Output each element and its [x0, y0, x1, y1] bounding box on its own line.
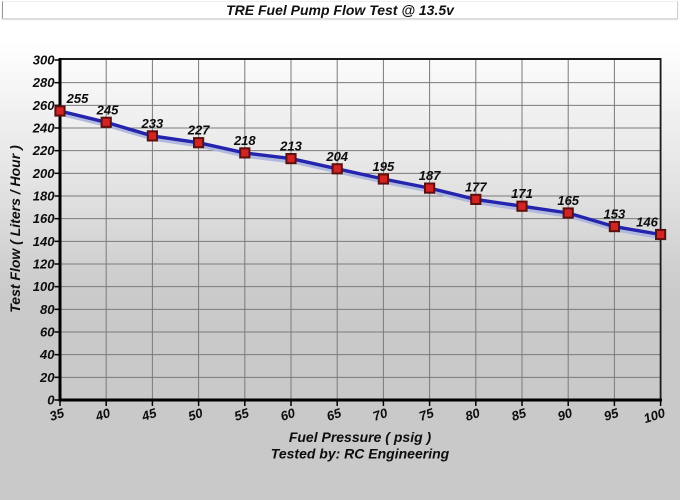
svg-text:85: 85 [510, 405, 529, 424]
svg-text:204: 204 [325, 149, 348, 164]
svg-text:40: 40 [39, 347, 55, 362]
svg-text:220: 220 [32, 143, 55, 158]
svg-text:45: 45 [139, 405, 159, 424]
svg-text:40: 40 [93, 405, 113, 424]
svg-text:70: 70 [371, 405, 390, 424]
svg-text:60: 60 [279, 405, 298, 424]
svg-text:180: 180 [33, 189, 55, 204]
svg-text:0: 0 [47, 393, 55, 408]
svg-text:218: 218 [233, 133, 256, 148]
svg-text:75: 75 [417, 405, 436, 424]
svg-text:140: 140 [33, 234, 55, 249]
svg-text:80: 80 [40, 302, 55, 317]
svg-text:260: 260 [32, 98, 55, 113]
svg-text:300: 300 [33, 53, 55, 68]
svg-text:195: 195 [373, 159, 395, 174]
svg-text:100: 100 [33, 279, 55, 294]
svg-text:Fuel Pressure ( psig ): Fuel Pressure ( psig ) [289, 429, 432, 445]
svg-text:171: 171 [511, 186, 533, 201]
svg-text:200: 200 [32, 166, 55, 181]
svg-text:255: 255 [66, 91, 89, 106]
svg-text:165: 165 [557, 193, 579, 208]
svg-text:55: 55 [232, 405, 251, 424]
svg-text:233: 233 [141, 116, 164, 131]
svg-text:50: 50 [186, 405, 205, 424]
svg-text:227: 227 [187, 123, 210, 138]
svg-text:20: 20 [39, 370, 55, 385]
svg-text:120: 120 [33, 257, 55, 272]
svg-text:146: 146 [636, 215, 658, 230]
svg-text:95: 95 [602, 405, 621, 424]
svg-text:240: 240 [32, 121, 55, 136]
svg-text:153: 153 [604, 207, 626, 222]
svg-text:160: 160 [33, 211, 55, 226]
svg-text:80: 80 [463, 405, 482, 424]
svg-text:177: 177 [465, 179, 487, 194]
svg-text:Test Flow ( Liters / Hour ): Test Flow ( Liters / Hour ) [7, 145, 23, 313]
svg-text:245: 245 [96, 102, 119, 117]
svg-text:187: 187 [419, 168, 441, 183]
svg-text:280: 280 [32, 75, 55, 90]
svg-text:213: 213 [279, 139, 302, 154]
svg-text:65: 65 [325, 405, 344, 424]
svg-text:100: 100 [642, 405, 668, 426]
svg-text:90: 90 [556, 405, 575, 424]
svg-text:60: 60 [40, 325, 55, 340]
svg-text:Tested by: RC Engineering: Tested by: RC Engineering [271, 446, 450, 462]
svg-text:35: 35 [48, 405, 67, 424]
